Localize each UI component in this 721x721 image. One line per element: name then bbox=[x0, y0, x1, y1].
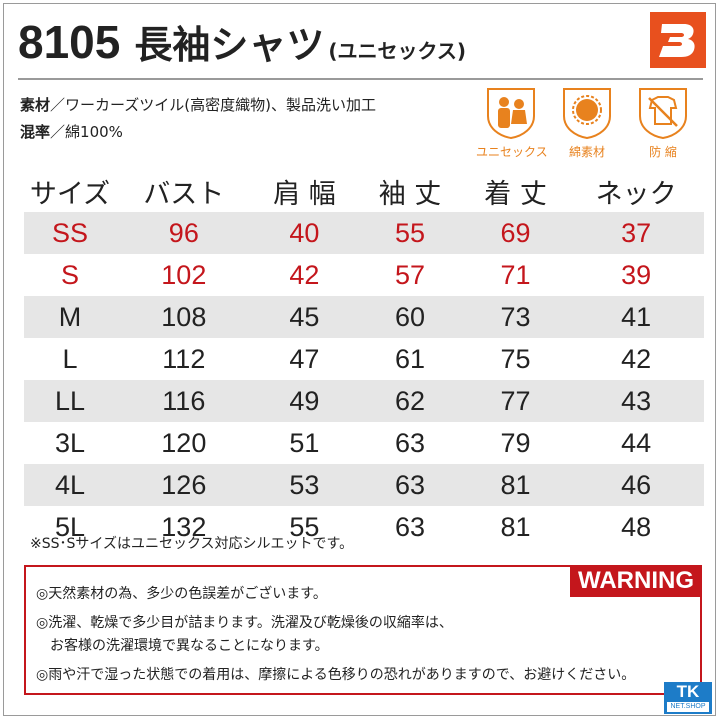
warning-line: ◎天然素材の為、多少の色誤差がございます。 bbox=[36, 586, 327, 602]
table-row: S 102 42 57 71 39 bbox=[60, 259, 652, 290]
header-length: 着 丈 bbox=[484, 178, 547, 210]
warning-label: WARNING bbox=[570, 565, 702, 597]
header-bust: バスト bbox=[143, 178, 225, 210]
shrink-proof-icon bbox=[637, 86, 689, 140]
table-row: 4L 126 53 63 81 46 bbox=[24, 464, 704, 506]
table-row: L 112 47 61 75 42 bbox=[62, 343, 652, 374]
cotton-mark: 綿素材 bbox=[552, 86, 622, 160]
table-row: M 108 45 60 73 41 bbox=[24, 296, 704, 338]
size-table-header: サイズ バスト 肩 幅 袖 丈 着 丈 ネック bbox=[24, 170, 704, 212]
size-table: サイズ バスト 肩 幅 袖 丈 着 丈 ネック SS 96 40 55 69 3… bbox=[24, 170, 704, 548]
title-divider bbox=[18, 78, 703, 80]
unisex-icon bbox=[485, 86, 537, 140]
spec-material: 素材／ワーカーズツイル(高密度織物)、製品洗い加工 bbox=[20, 96, 376, 114]
header-sleeve: 袖 丈 bbox=[378, 178, 442, 210]
product-title: 8105 長袖シャツ (ユニセックス) bbox=[18, 14, 466, 74]
unisex-note: ※SS･Sサイズはユニセックス対応シルエットです。 bbox=[30, 536, 354, 552]
product-code: 8105 bbox=[18, 16, 121, 68]
warning-box: WARNING ◎天然素材の為、多少の色誤差がございます。 ◎洗濯、乾燥で多少目… bbox=[24, 565, 702, 695]
header-shoulder: 肩 幅 bbox=[273, 178, 336, 210]
header-neck: ネック bbox=[595, 178, 677, 210]
product-name: 長袖シャツ bbox=[134, 23, 325, 67]
warning-line: お客様の洗濯環境で異なることになります。 bbox=[36, 638, 329, 654]
warning-line: ◎雨や汗で湿った状態での着用は、摩擦による色移りの恐れがありますので、お避けくだ… bbox=[36, 667, 636, 683]
page-frame bbox=[3, 3, 716, 716]
table-row: 5L 132 55 63 81 48 bbox=[54, 511, 652, 542]
table-row: SS 96 40 55 69 37 bbox=[24, 212, 704, 254]
table-row: 3L 120 51 63 79 44 bbox=[54, 427, 652, 458]
unisex-mark: ユニセックス bbox=[476, 86, 548, 160]
shrink-proof-mark: 防 縮 bbox=[628, 86, 698, 160]
warning-line: ◎洗濯、乾燥で多少目が詰まります。洗濯及び乾燥後の収縮率は、 bbox=[36, 615, 453, 631]
tk-netshop-logo: TK NET.SHOP bbox=[664, 682, 712, 714]
spec-blend: 混率／綿100% bbox=[20, 123, 123, 141]
header-size: サイズ bbox=[29, 178, 111, 210]
table-row: LL 116 49 62 77 43 bbox=[24, 380, 704, 422]
product-subtitle: (ユニセックス) bbox=[328, 39, 467, 63]
cotton-icon bbox=[561, 86, 613, 140]
burtle-b-logo-icon bbox=[650, 12, 706, 68]
